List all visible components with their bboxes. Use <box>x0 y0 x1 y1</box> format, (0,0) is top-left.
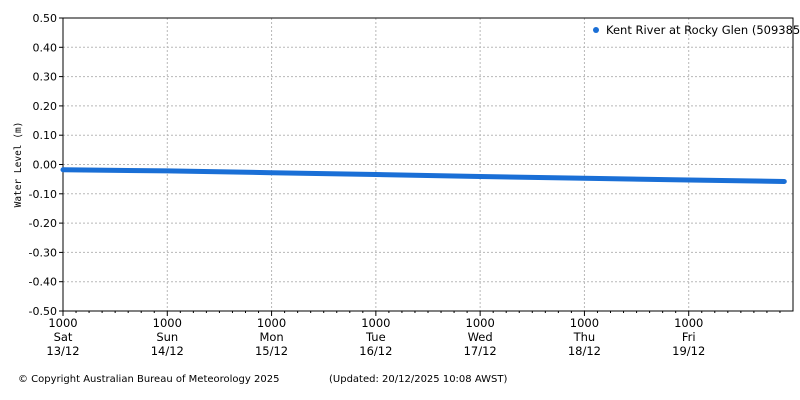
legend-marker <box>593 27 599 33</box>
x-tick-day: Fri <box>682 330 696 344</box>
y-tick-label: 0.20 <box>33 100 58 113</box>
grid-lines <box>63 18 793 311</box>
x-tick-day: Mon <box>259 330 283 344</box>
x-tick-date: 19/12 <box>672 344 705 358</box>
x-tick-date: 17/12 <box>464 344 497 358</box>
x-tick-day: Tue <box>365 330 386 344</box>
y-axis-label: Water Level (m) <box>13 122 24 208</box>
updated-text: (Updated: 20/12/2025 10:08 AWST) <box>329 374 508 385</box>
x-tick-date: 13/12 <box>46 344 79 358</box>
x-tick-date: 16/12 <box>359 344 392 358</box>
legend-label: Kent River at Rocky Glen (509385) <box>606 23 800 37</box>
x-tick-day: Thu <box>573 330 596 344</box>
x-tick-day: Wed <box>468 330 493 344</box>
x-tick-time: 1000 <box>48 316 77 330</box>
y-tick-label: -0.40 <box>29 276 57 289</box>
x-tick-time: 1000 <box>257 316 286 330</box>
x-tick-time: 1000 <box>570 316 599 330</box>
x-tick-date: 18/12 <box>568 344 601 358</box>
y-tick-label: -0.10 <box>29 188 57 201</box>
x-tick-day: Sun <box>156 330 178 344</box>
x-tick-date: 15/12 <box>255 344 288 358</box>
y-tick-label: -0.50 <box>29 305 57 318</box>
x-tick-time: 1000 <box>674 316 703 330</box>
x-tick-time: 1000 <box>153 316 182 330</box>
legend: Kent River at Rocky Glen (509385) <box>593 23 800 37</box>
y-tick-label: 0.30 <box>33 71 58 84</box>
x-axis-ticks: 1000Sat13/121000Sun14/121000Mon15/121000… <box>46 311 781 358</box>
copyright-text: © Copyright Australian Bureau of Meteoro… <box>18 374 280 385</box>
y-axis-ticks: 0.50 0.40 0.30 0.20 0.10 0.00 -0.10 -0.20 -0.30 -… <box>29 12 63 318</box>
y-tick-label: -0.20 <box>29 217 57 230</box>
y-tick-label: 0.50 <box>33 12 58 25</box>
y-tick-label: 0.00 <box>33 159 58 172</box>
series-line <box>60 167 787 184</box>
y-tick-label: -0.30 <box>29 246 57 259</box>
x-tick-time: 1000 <box>466 316 495 330</box>
y-tick-label: 0.10 <box>33 129 58 142</box>
x-tick-date: 14/12 <box>151 344 184 358</box>
series-layer <box>60 167 787 184</box>
x-tick-day: Sat <box>54 330 73 344</box>
y-tick-label: 0.40 <box>33 41 58 54</box>
x-tick-time: 1000 <box>361 316 390 330</box>
